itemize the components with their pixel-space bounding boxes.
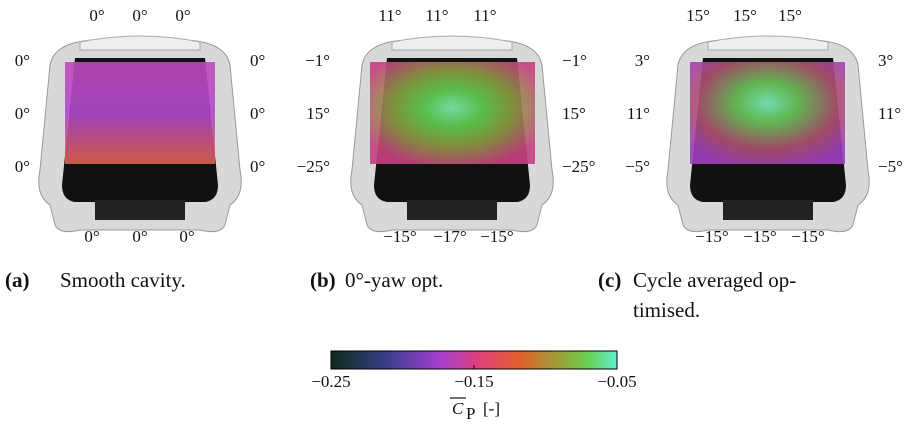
colorbar-symbol: C (452, 399, 464, 418)
angle-label: −15° (695, 227, 728, 246)
angle-label: 3° (878, 51, 893, 70)
angle-label: 0° (179, 227, 194, 246)
colorbar-tick-label: −0.25 (311, 372, 350, 391)
panel-caption: timised. (633, 298, 700, 322)
angle-label: −1° (562, 51, 587, 70)
angle-label: 0° (132, 227, 147, 246)
angle-label: −5° (878, 157, 903, 176)
angle-label: −1° (305, 51, 330, 70)
angle-label: −25° (297, 157, 330, 176)
colorbar-subscript: P (466, 404, 475, 423)
angle-label: 11° (627, 104, 650, 123)
angle-label: 0° (15, 104, 30, 123)
angle-label: 0° (250, 51, 265, 70)
angle-label: 15° (686, 6, 710, 25)
angle-label: 11° (425, 6, 448, 25)
angle-label: −17° (433, 227, 466, 246)
angle-label: 0° (250, 104, 265, 123)
panel-caption: Smooth cavity. (60, 268, 186, 292)
angle-label: 0° (15, 51, 30, 70)
panel-label: (b) (310, 268, 336, 292)
angle-label: 0° (84, 227, 99, 246)
angle-label: 0° (15, 157, 30, 176)
angle-label: 0° (89, 6, 104, 25)
angle-label: 0° (132, 6, 147, 25)
angle-label: −15° (743, 227, 776, 246)
angle-label: 0° (250, 157, 265, 176)
panel-label: (a) (5, 268, 30, 292)
colorbar-unit: [-] (483, 399, 500, 418)
colorbar-tick-label: −0.05 (597, 372, 636, 391)
angle-label: 11° (473, 6, 496, 25)
angle-label: −5° (625, 157, 650, 176)
angle-label: 15° (562, 104, 586, 123)
panel-caption: Cycle averaged op- (633, 268, 796, 292)
panel-caption: 0°-yaw opt. (345, 268, 443, 292)
panel-label: (c) (598, 268, 621, 292)
angle-label: 3° (635, 51, 650, 70)
panel-a-car (38, 35, 242, 233)
angle-label: −15° (791, 227, 824, 246)
panel-c-car (666, 35, 870, 233)
angle-label: 15° (306, 104, 330, 123)
colorbar-tick-label: −0.15 (454, 372, 493, 391)
angle-label: 0° (175, 6, 190, 25)
angle-label: −15° (480, 227, 513, 246)
angle-label: 15° (778, 6, 802, 25)
angle-label: 11° (378, 6, 401, 25)
angle-label: −25° (562, 157, 595, 176)
angle-label: 15° (733, 6, 757, 25)
panel-b-car (350, 35, 554, 233)
angle-label: 11° (878, 104, 901, 123)
angle-label: −15° (383, 227, 416, 246)
